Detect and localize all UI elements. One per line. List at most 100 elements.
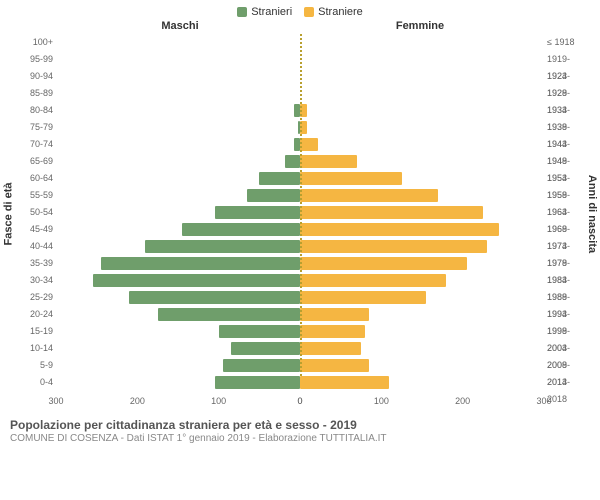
legend-item-female: Straniere — [304, 6, 363, 18]
age-label: 95-99 — [16, 51, 56, 68]
age-label: 60-64 — [16, 170, 56, 187]
bar-male — [259, 172, 300, 185]
bar-female — [300, 308, 369, 321]
birth-label: 1959-1963 — [544, 187, 584, 204]
birth-label: 2004-2008 — [544, 340, 584, 357]
bar-female — [300, 138, 318, 151]
birth-label: 1989-1993 — [544, 289, 584, 306]
legend-label-male: Stranieri — [251, 6, 292, 18]
bar-male — [93, 274, 300, 287]
bar-female — [300, 291, 426, 304]
pyramid-row — [56, 374, 544, 391]
legend-label-female: Straniere — [318, 6, 363, 18]
birth-label: 2009-2013 — [544, 357, 584, 374]
plot-area — [56, 34, 544, 394]
bar-female — [300, 189, 438, 202]
bar-female — [300, 274, 446, 287]
bar-male — [145, 240, 300, 253]
bar-female — [300, 206, 483, 219]
y-axis-title-left: Fasce di età — [0, 34, 16, 394]
bar-male — [231, 342, 300, 355]
y-axis-age-labels: 100+95-9990-9485-8980-8475-7970-7465-696… — [16, 34, 56, 394]
chart-area: Fasce di età 100+95-9990-9485-8980-8475-… — [0, 32, 600, 394]
age-label: 25-29 — [16, 289, 56, 306]
x-axis-left: 3002001000 — [56, 396, 300, 412]
bar-female — [300, 325, 365, 338]
bar-male — [101, 257, 300, 270]
birth-label: 1994-1998 — [544, 306, 584, 323]
age-label: 55-59 — [16, 187, 56, 204]
birth-label: 1954-1958 — [544, 170, 584, 187]
age-label: 65-69 — [16, 153, 56, 170]
x-tick: 300 — [536, 396, 551, 406]
bar-female — [300, 359, 369, 372]
birth-label: 1984-1988 — [544, 272, 584, 289]
birth-label: 1924-1928 — [544, 68, 584, 85]
legend-item-male: Stranieri — [237, 6, 292, 18]
age-label: 40-44 — [16, 238, 56, 255]
header-male: Maschi — [0, 20, 300, 32]
age-label: 90-94 — [16, 68, 56, 85]
age-label: 100+ — [16, 34, 56, 51]
birth-label: 1969-1973 — [544, 221, 584, 238]
birth-label: 1929-1933 — [544, 85, 584, 102]
bar-female — [300, 342, 361, 355]
birth-label: 1939-1943 — [544, 119, 584, 136]
y-axis-birth-labels: ≤ 19181919-19231924-19281929-19331934-19… — [544, 34, 584, 394]
header-female: Femmine — [300, 20, 600, 32]
birth-label: 2014-2018 — [544, 374, 584, 391]
birth-label: 1944-1948 — [544, 136, 584, 153]
legend: Stranieri Straniere — [0, 0, 600, 20]
birth-label: 1999-2003 — [544, 323, 584, 340]
x-axis: 3002001000 0100200300 — [0, 396, 600, 412]
birth-label: 1964-1968 — [544, 204, 584, 221]
x-tick: 200 — [455, 396, 470, 406]
age-label: 70-74 — [16, 136, 56, 153]
bar-female — [300, 223, 499, 236]
bar-male — [215, 376, 300, 389]
bar-male — [129, 291, 300, 304]
bar-male — [285, 155, 300, 168]
column-headers: Maschi Femmine — [0, 20, 600, 32]
y-axis-title-right: Anni di nascita — [584, 34, 600, 394]
bar-female — [300, 376, 389, 389]
age-label: 5-9 — [16, 357, 56, 374]
age-label: 80-84 — [16, 102, 56, 119]
x-tick: 300 — [48, 396, 63, 406]
age-label: 10-14 — [16, 340, 56, 357]
birth-label: 1934-1938 — [544, 102, 584, 119]
age-label: 15-19 — [16, 323, 56, 340]
x-tick: 0 — [297, 396, 302, 406]
bar-male — [158, 308, 300, 321]
age-label: 75-79 — [16, 119, 56, 136]
bar-male — [223, 359, 300, 372]
age-label: 30-34 — [16, 272, 56, 289]
age-label: 45-49 — [16, 221, 56, 238]
age-label: 50-54 — [16, 204, 56, 221]
birth-label: 1919-1923 — [544, 51, 584, 68]
birth-label: 1974-1978 — [544, 238, 584, 255]
x-tick: 200 — [130, 396, 145, 406]
bar-male — [215, 206, 300, 219]
bar-female — [300, 257, 467, 270]
center-divider — [300, 34, 302, 376]
bar-female — [300, 155, 357, 168]
footer: Popolazione per cittadinanza straniera p… — [0, 412, 600, 444]
legend-swatch-female — [304, 7, 314, 17]
age-label: 85-89 — [16, 85, 56, 102]
chart-title: Popolazione per cittadinanza straniera p… — [10, 418, 590, 432]
x-tick: 100 — [211, 396, 226, 406]
bar-female — [300, 172, 402, 185]
age-label: 35-39 — [16, 255, 56, 272]
x-axis-right: 0100200300 — [300, 396, 544, 412]
birth-label: 1949-1953 — [544, 153, 584, 170]
age-label: 20-24 — [16, 306, 56, 323]
bar-male — [247, 189, 300, 202]
bar-male — [182, 223, 300, 236]
x-tick: 100 — [374, 396, 389, 406]
age-label: 0-4 — [16, 374, 56, 391]
chart-subtitle: COMUNE DI COSENZA - Dati ISTAT 1° gennai… — [10, 433, 590, 444]
bar-female — [300, 240, 487, 253]
legend-swatch-male — [237, 7, 247, 17]
birth-label: 1979-1983 — [544, 255, 584, 272]
